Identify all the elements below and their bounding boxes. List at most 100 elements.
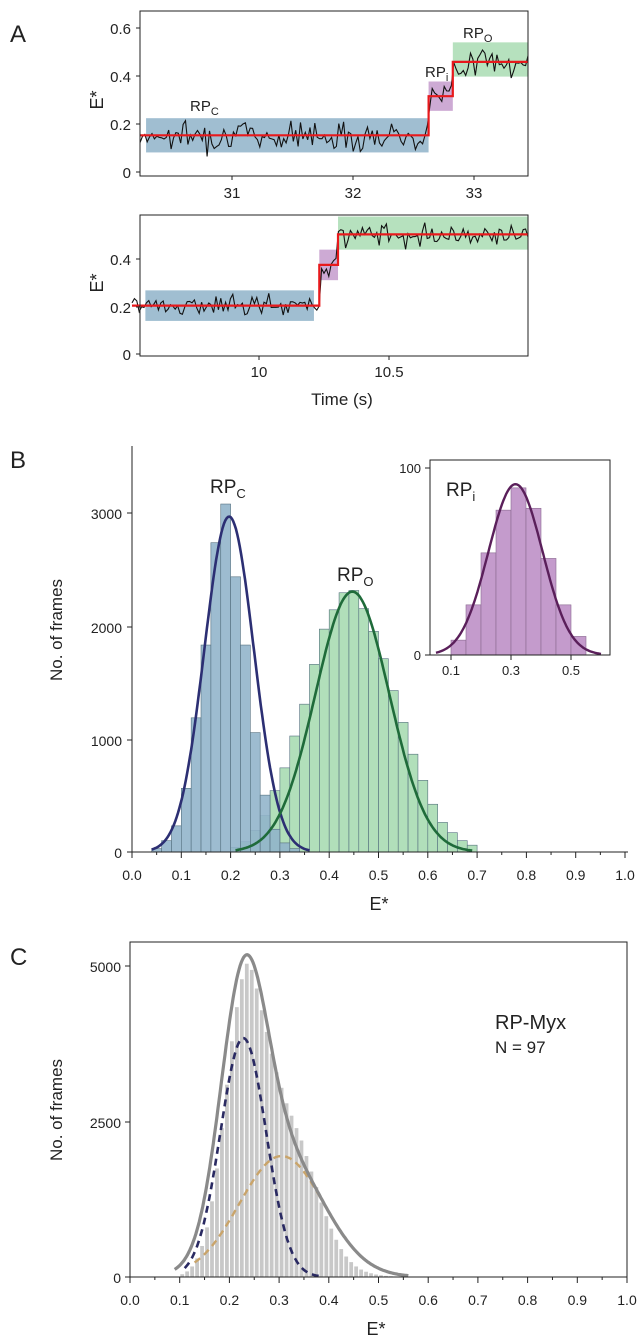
- b-inset-bar-rpi: [495, 509, 512, 656]
- b-inset-fit-curve: [435, 482, 602, 656]
- c-bar: [269, 1053, 274, 1277]
- b-bar-rpo: [309, 664, 320, 853]
- c-bar: [384, 1275, 388, 1277]
- b-ytick-label: 2000: [91, 620, 122, 636]
- c-xtick-label: 1.0: [617, 1292, 637, 1308]
- a-top-ytick-label: 0.2: [110, 117, 131, 134]
- b-y-ticks: 0 1000 2000 3000: [91, 506, 132, 861]
- b-inset-label-rpi: RPi: [446, 480, 475, 504]
- b-fit-curve-rpc: [151, 515, 310, 852]
- panel-c: 0.0 0.1 0.2 0.3 0.4 0.5 0.6 0.7 0.8 0.9 1.0 0 2500…: [47, 941, 637, 1339]
- c-bar: [354, 1266, 359, 1277]
- a-bottom-y-axis-title: E*: [87, 273, 107, 292]
- c-bar: [349, 1262, 354, 1277]
- c-bar: [379, 1275, 383, 1277]
- panel-a-top: 0 0.2 0.4 0.6 31 32 33 E* RPC RPi RPO: [87, 10, 529, 202]
- c-xtick-label: 0.9: [568, 1292, 588, 1308]
- c-xtick-label: 0.1: [170, 1292, 190, 1308]
- c-bar: [309, 1171, 314, 1277]
- b-ytick-label: 0: [114, 845, 122, 861]
- c-bar: [334, 1239, 339, 1277]
- c-bar: [279, 1087, 284, 1277]
- c-bar: [239, 979, 244, 1277]
- panel-b-letter: B: [10, 447, 26, 474]
- c-bar: [200, 1245, 204, 1277]
- a-bottom-x-ticks: 10 10.5: [251, 356, 404, 381]
- c-bar: [274, 1072, 279, 1277]
- c-bar: [230, 1041, 234, 1277]
- b-inset-xtick-label: 0.3: [502, 663, 520, 678]
- a-bottom-x-axis-title: Time (s): [311, 390, 373, 409]
- c-bar: [225, 1084, 229, 1277]
- b-fit-curve-rpo: [235, 590, 473, 852]
- c-bar: [180, 1274, 185, 1277]
- a-bottom-trace-line: [131, 222, 529, 316]
- state-band-rpo: [452, 42, 528, 77]
- a-top-label-rpi: RPi: [425, 64, 448, 84]
- b-inset-frame: [429, 459, 611, 656]
- c-xtick-label: 0.2: [220, 1292, 240, 1308]
- b-bar-rpc: [240, 644, 251, 853]
- a-top-ytick-label: 0: [123, 165, 131, 182]
- c-bar: [190, 1266, 195, 1277]
- b-inset-bars: [450, 487, 587, 656]
- c-xtick-label: 0.7: [468, 1292, 488, 1308]
- b-inset-ytick-label: 0: [414, 648, 421, 663]
- c-bar: [314, 1187, 319, 1277]
- b-inset-bar-rpi: [465, 604, 482, 656]
- a-bottom-ytick-label: 0: [123, 347, 131, 364]
- c-x-ticks: 0.0 0.1 0.2 0.3 0.4 0.5 0.6 0.7 0.8 0.9 1.0: [120, 1277, 637, 1308]
- b-bar-rpo: [368, 631, 379, 853]
- c-annotation-n: N = 97: [495, 1038, 546, 1057]
- a-top-y-ticks: 0 0.2 0.4 0.6: [110, 21, 140, 182]
- b-label-rpc: RPC: [210, 477, 246, 501]
- b-xtick-label: 0.9: [566, 867, 586, 883]
- c-bar: [324, 1216, 329, 1277]
- a-top-trace-line: [139, 48, 529, 157]
- c-bar: [185, 1271, 190, 1277]
- b-bar-rpo: [289, 735, 300, 853]
- b-bar-rpo: [348, 590, 360, 853]
- c-xtick-label: 0.4: [319, 1292, 339, 1308]
- b-inset-xtick-label: 0.1: [442, 663, 460, 678]
- c-bar: [304, 1156, 309, 1277]
- c-bar: [195, 1258, 199, 1277]
- b-bar-rpc: [259, 794, 271, 853]
- a-top-ytick-label: 0.4: [110, 69, 131, 86]
- b-xtick-label: 0.4: [319, 867, 339, 883]
- b-xtick-label: 0.6: [418, 867, 438, 883]
- a-top-plot-frame: [139, 10, 529, 177]
- a-top-label-rpc: RPC: [190, 98, 219, 118]
- b-xtick-label: 0.7: [467, 867, 487, 883]
- b-xtick-label: 0.8: [517, 867, 537, 883]
- c-bar: [329, 1228, 334, 1277]
- c-bar: [294, 1128, 299, 1277]
- c-bar: [289, 1115, 294, 1277]
- c-bar: [254, 988, 259, 1277]
- c-bar: [299, 1140, 304, 1277]
- c-ytick-label: 5000: [90, 959, 121, 975]
- b-bar-rpc: [230, 576, 241, 853]
- a-bottom-ytick-label: 0.2: [110, 300, 131, 317]
- c-bar: [319, 1202, 324, 1277]
- panel-b: 0.0 0.1 0.2 0.3 0.4 0.5 0.6 0.7 0.8 0.9 1.0 0 1000…: [47, 446, 635, 914]
- c-bar: [259, 1010, 264, 1277]
- a-top-xtick-label: 32: [345, 185, 362, 202]
- b-inset-ytick-label: 100: [399, 461, 421, 476]
- b-xtick-label: 0.2: [221, 867, 241, 883]
- c-y-axis-title: No. of frames: [47, 1059, 66, 1161]
- c-bar: [234, 1007, 239, 1277]
- b-bar-rpc: [220, 503, 231, 853]
- c-histogram-bars: [180, 963, 398, 1277]
- a-top-fit-line: [140, 60, 528, 137]
- c-bar: [339, 1249, 344, 1277]
- a-bottom-y-ticks: 0 0.2 0.4: [110, 252, 140, 364]
- b-histogram-bars: [151, 503, 478, 853]
- b-bar-rpc: [250, 732, 261, 853]
- b-xtick-label: 0.3: [270, 867, 290, 883]
- panel-c-letter: C: [10, 944, 27, 971]
- b-y-axis-title: No. of frames: [47, 579, 66, 681]
- c-bar: [364, 1271, 368, 1277]
- b-bar-rpc: [200, 644, 212, 853]
